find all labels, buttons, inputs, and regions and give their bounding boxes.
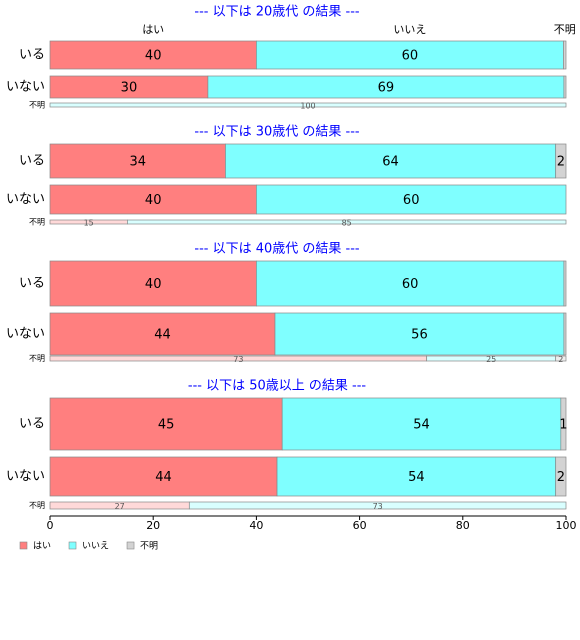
value-label: 44 [154,328,171,343]
value-label: 1 [559,418,567,433]
category-label: いない [6,327,45,342]
column-header: 不明 [554,23,576,36]
panel-title: --- 以下は 20歳代 の結果 --- [194,5,360,20]
bar-segment [563,75,567,99]
bar-segment [276,456,557,497]
value-label: 60 [402,277,419,292]
value-label: 25 [486,355,496,364]
value-label: 2 [557,470,565,485]
category-label: 不明 [29,101,45,110]
bar-segment [49,312,276,356]
value-label: 40 [145,193,162,208]
category-label: いる [19,48,45,63]
category-label: いない [6,469,45,484]
panel-title: --- 以下は 30歳代 の結果 --- [194,125,360,140]
bar-segment [563,260,567,307]
value-label: 40 [145,277,162,292]
bar-segment [49,397,283,451]
value-label: 45 [158,418,175,433]
x-tick-label: 60 [353,519,367,532]
value-label: 60 [402,49,419,64]
value-label: 54 [413,418,430,433]
value-label: 54 [408,470,425,485]
value-label: 64 [382,155,399,170]
bar-segment [281,397,562,451]
value-label: 40 [145,49,162,64]
x-tick-label: 80 [456,519,470,532]
bar-segment [555,355,567,362]
panel-title: --- 以下は 40歳代 の結果 --- [194,242,360,257]
category-label: 不明 [29,354,45,363]
value-label: 34 [129,155,146,170]
column-header: いいえ [393,23,426,36]
category-label: いる [19,154,45,169]
bar-segment [274,312,565,356]
bar-segment [49,184,257,215]
value-label: 27 [115,502,125,511]
legend-label: はい [33,541,51,552]
bar-segment [49,40,257,70]
bar-segment [49,143,226,179]
bar-segment [49,260,257,307]
bar-segment [256,184,567,215]
value-label: 69 [378,81,395,96]
value-label: 73 [233,355,243,364]
column-header: はい [142,23,164,36]
bar-segment [555,456,567,497]
legend-swatch [68,541,77,550]
bar-segment [555,143,567,179]
category-label: いない [6,80,45,95]
category-label: いない [6,192,45,207]
x-tick-label: 20 [146,519,160,532]
value-label: 60 [403,193,420,208]
bar-segment [560,397,567,451]
category-label: 不明 [29,218,45,227]
value-label: 56 [411,328,428,343]
category-label: いる [19,276,45,291]
value-label: 2 [558,355,563,364]
value-label: 85 [342,219,352,228]
value-label: 15 [84,219,94,228]
legend-label: 不明 [140,541,158,552]
legend-swatch [19,541,28,550]
x-tick-label: 100 [556,519,577,532]
bar-segment [256,260,565,307]
bar-segment [188,501,567,510]
bar-segment [225,143,557,179]
category-label: いる [19,417,45,432]
legend-label: いいえ [82,541,109,552]
bar-segment [49,102,567,108]
category-label: 不明 [29,501,45,510]
legend-swatch [126,541,135,550]
x-tick-label: 0 [47,519,54,532]
value-label: 2 [557,155,565,170]
bar-segment [563,312,567,356]
x-tick-label: 40 [249,519,263,532]
panel-title: --- 以下は 50歳以上 の結果 --- [188,379,367,394]
bar-segment [127,219,567,225]
value-label: 44 [155,470,172,485]
bar-segment [49,456,278,497]
value-label: 73 [373,502,383,511]
bar-segment [256,40,564,70]
bar-segment [563,40,567,70]
value-label: 100 [300,102,315,111]
value-label: 30 [121,81,138,96]
